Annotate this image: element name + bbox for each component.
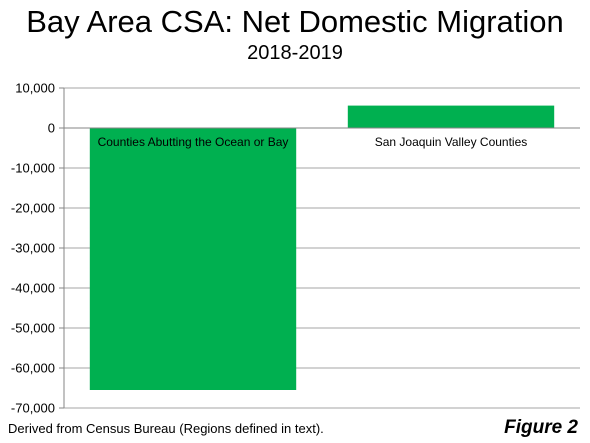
bars: [89, 105, 555, 390]
y-tick-label: -70,000: [11, 401, 55, 416]
y-tick-label: -40,000: [11, 281, 55, 296]
y-tick-label: -30,000: [11, 241, 55, 256]
figure-label: Figure 2: [504, 417, 578, 438]
category-labels: Counties Abutting the Ocean or Bay San Jo…: [98, 135, 528, 149]
y-tick-label: 0: [48, 121, 55, 136]
category-label: San Joaquin Valley Counties: [375, 135, 528, 149]
y-tick-label: -10,000: [11, 161, 55, 176]
y-tick-label: -60,000: [11, 361, 55, 376]
y-tick-label: 10,000: [15, 81, 55, 96]
chart-title: Bay Area CSA: Net Domestic Migration: [26, 4, 564, 39]
bar: [347, 105, 555, 128]
y-axis-ticks: 10,000 0 -10,000 -20,000 -30,000 -40,000 -50,0…: [11, 81, 64, 416]
y-tick-label: -20,000: [11, 201, 55, 216]
category-label: Counties Abutting the Ocean or Bay: [98, 135, 289, 149]
source-note: Derived from Census Bureau (Regions defi…: [8, 421, 324, 436]
y-tick-label: -50,000: [11, 321, 55, 336]
chart-subtitle: 2018-2019: [247, 42, 343, 64]
bar: [89, 128, 297, 390]
